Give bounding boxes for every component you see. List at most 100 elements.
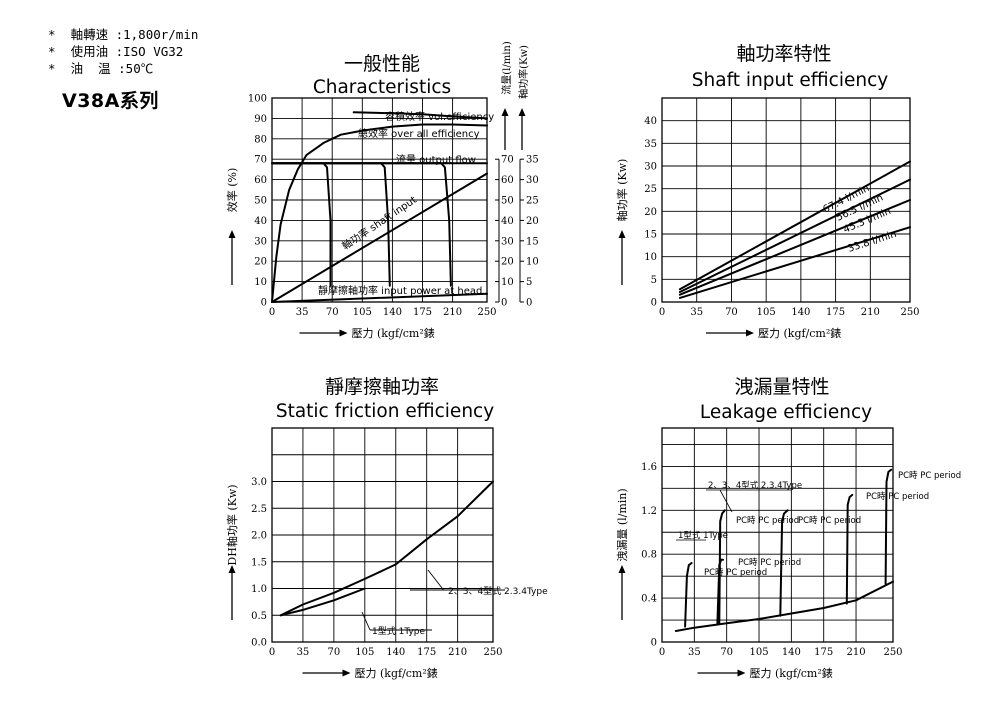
y-tick-label: 0 <box>261 298 267 309</box>
plot-frame <box>271 97 488 303</box>
y-tick-label: 50 <box>254 196 267 207</box>
x-axis-label: 壓力 (kgf/cm²錶 <box>352 327 435 340</box>
y-tick-label: 1.2 <box>641 506 657 517</box>
x-axis-arrow-head <box>746 329 754 337</box>
y-tick-label: 1.0 <box>251 584 267 595</box>
y-axis-arrow-head <box>228 565 236 573</box>
x-tick-label: 250 <box>477 307 496 318</box>
y-tick-label: 90 <box>254 114 267 125</box>
x-tick-label: 0 <box>269 307 275 318</box>
y-tick-label: 40 <box>644 116 657 127</box>
y-tick-label: 20 <box>254 257 267 268</box>
right-flow-tick-label: 40 <box>501 216 514 227</box>
right-power-tick-label: 15 <box>526 236 539 247</box>
right-power-tick-label: 35 <box>526 155 539 166</box>
right-flow-tick-label: 0 <box>501 298 507 309</box>
series-line-0 <box>352 111 488 120</box>
annotation-1type: 1型式 1Type <box>372 625 425 637</box>
chart-subtitle: Leakage efficiency <box>700 402 872 423</box>
x-tick-label: 175 <box>417 647 436 658</box>
x-tick-label: 35 <box>690 307 703 318</box>
y-tick-label: 20 <box>644 207 657 218</box>
chart-title: 洩漏量特性 <box>734 376 829 398</box>
leader-line <box>719 489 733 513</box>
spec-line-speed: * 軸轉速 :1,800r/min <box>48 27 199 42</box>
x-tick-label: 210 <box>443 307 462 318</box>
leader-line <box>427 569 444 591</box>
series-line-2 <box>678 199 911 296</box>
right-flow-tick-label: 70 <box>501 155 514 166</box>
y-tick-label: 60 <box>254 175 267 186</box>
series-line-5 <box>845 493 854 605</box>
y-tick-label: 2.5 <box>251 504 267 515</box>
annotation-pc-period-3: PC時 PC period <box>866 492 929 502</box>
series-line-6 <box>884 468 893 585</box>
chart-subtitle: Static friction efficiency <box>276 401 494 422</box>
right-power-tick-label: 20 <box>526 216 539 227</box>
right-power-tick-label: 0 <box>526 298 532 309</box>
label-input-power-head: 靜摩擦軸功率 input power at head <box>318 284 482 297</box>
x-tick-label: 0 <box>269 647 275 658</box>
right-power-tick-label: 10 <box>526 257 539 268</box>
right-flow-tick-label: 50 <box>501 196 514 207</box>
y-tick-label: 35 <box>644 139 657 150</box>
y-tick-label: 0 <box>651 638 657 649</box>
y-axis-label: 軸功率 (Kw) <box>615 159 629 222</box>
x-tick-label: 140 <box>383 307 402 318</box>
right-flow-tick-label: 20 <box>501 257 514 268</box>
x-tick-label: 140 <box>386 647 405 658</box>
series-line-3 <box>678 226 911 299</box>
spec-line-temp: * 油 温 :50℃ <box>48 61 154 76</box>
annotation-pc-period-4: PC時 PC period <box>898 471 961 481</box>
x-axis-label: 壓力 (kgf/cm²錶 <box>750 667 833 680</box>
x-tick-label: 35 <box>296 307 309 318</box>
x-tick-label: 105 <box>353 307 372 318</box>
x-tick-label: 210 <box>861 307 880 318</box>
x-tick-label: 70 <box>326 307 339 318</box>
series-title: V38A系列 <box>62 90 159 112</box>
right-power-tick-label: 25 <box>526 196 539 207</box>
series-line-3 <box>271 172 488 303</box>
series-line-3 <box>718 509 726 625</box>
label-output-flow: 流量 output flow <box>396 153 476 166</box>
series-line-0 <box>279 480 494 617</box>
right1-arrow-head <box>501 108 509 116</box>
y-axis-label: 效率 (%) <box>225 168 239 213</box>
x-tick-label: 250 <box>883 647 902 658</box>
x-tick-label: 35 <box>297 647 310 658</box>
x-tick-label: 105 <box>749 647 768 658</box>
series-line-0 <box>678 160 911 291</box>
annotation-pc-period-1: PC時 PC period <box>736 516 799 526</box>
annotation-1type: 1型式 1Type <box>678 530 728 541</box>
x-tick-label: 35 <box>688 647 701 658</box>
plot-frame <box>661 427 894 643</box>
x-tick-label: 0 <box>659 647 665 658</box>
plot-frame <box>271 427 494 643</box>
y-tick-label: 25 <box>644 184 657 195</box>
label-flow-33: 33.8 l/min <box>847 229 898 255</box>
chart-leakage: 洩漏量特性 Leakage efficiency 0 35 70 105 140 175 210… <box>615 376 961 680</box>
right-flow-tick-label: 30 <box>501 236 514 247</box>
right2-arrow-head <box>518 108 526 116</box>
y-tick-label: 10 <box>254 277 267 288</box>
y-tick-label: 5 <box>651 275 657 286</box>
series-line-4 <box>779 509 789 617</box>
annotation-234type: 2、3、4型式 2.3.4Type <box>708 480 802 491</box>
y-tick-label: 100 <box>248 94 267 105</box>
x-tick-label: 175 <box>413 307 432 318</box>
grid <box>271 427 494 643</box>
y-tick-label: 30 <box>644 162 657 173</box>
x-axis-arrow-head <box>737 669 746 677</box>
y-tick-label: 0.4 <box>641 594 657 605</box>
series-line-1 <box>684 562 693 628</box>
leader-line <box>361 611 371 631</box>
x-tick-label: 210 <box>846 647 865 658</box>
x-tick-label: 70 <box>720 647 733 658</box>
label-shaft-input: 軸功率 shaft input <box>339 193 418 252</box>
x-tick-label: 0 <box>659 307 665 318</box>
y-tick-label: 0.8 <box>641 550 657 561</box>
y-tick-label: 40 <box>254 216 267 227</box>
grid <box>271 97 488 303</box>
